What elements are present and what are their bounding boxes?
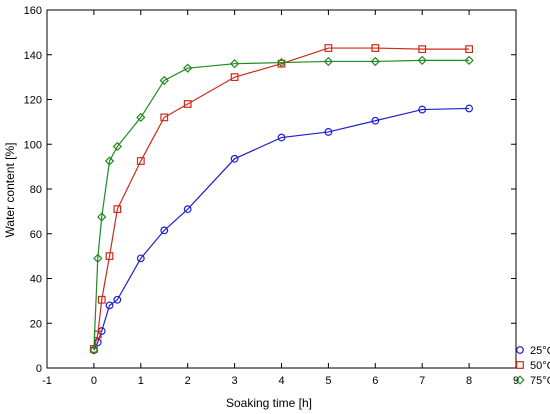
x-tick-label: 2 (185, 375, 191, 387)
y-tick-label: 60 (30, 229, 42, 241)
x-tick-label: 1 (138, 375, 144, 387)
y-tick-label: 0 (36, 363, 42, 375)
x-tick-label: 4 (278, 375, 284, 387)
series-square (89, 44, 473, 353)
data-point (370, 56, 380, 67)
data-point (230, 73, 239, 82)
data-point (105, 301, 114, 310)
data-point (418, 45, 427, 54)
data-point (277, 133, 286, 142)
data-point (418, 105, 427, 114)
series-diamond (89, 55, 474, 355)
data-point (464, 55, 474, 65)
legend: 25°C 50°C 75°C (515, 345, 550, 387)
legend-item: 25°C (516, 345, 550, 357)
x-tick-label: 0 (91, 375, 97, 387)
data-point (465, 104, 474, 113)
x-tick-label: 8 (466, 375, 472, 387)
y-tick-label: 20 (30, 318, 42, 330)
y-tick-label: 160 (24, 5, 42, 17)
legend-item: 75°C (515, 375, 550, 387)
data-point (113, 205, 122, 214)
legend-label: 50°C (530, 360, 550, 372)
data-point (324, 128, 333, 136)
data-point (112, 141, 122, 152)
series-line (93, 107, 470, 351)
data-point (323, 56, 334, 67)
x-tick-label: 3 (232, 375, 238, 387)
data-point (136, 157, 145, 165)
data-point (324, 44, 333, 52)
series-line (93, 47, 470, 350)
data-point (230, 154, 239, 163)
data-point (136, 112, 146, 123)
data-point (417, 55, 427, 65)
x-tick-label: 9 (513, 375, 519, 387)
data-point (465, 45, 473, 54)
data-point (89, 345, 99, 355)
y-tick-label: 120 (24, 95, 42, 107)
y-tick-label: 100 (24, 139, 42, 151)
data-point (160, 113, 169, 122)
legend-label: 25°C (530, 345, 550, 357)
data-point (97, 295, 106, 304)
legend-marker (516, 361, 524, 369)
data-point (276, 57, 287, 68)
y-tick-label: 140 (24, 50, 42, 62)
series-line (93, 59, 470, 351)
x-tick-label: 6 (372, 375, 378, 387)
x-axis-label: Soaking time [h] (226, 396, 312, 410)
data-point (113, 295, 122, 304)
data-point (371, 116, 380, 125)
data-point (371, 44, 380, 52)
data-point (104, 156, 115, 166)
legend-label: 75°C (530, 375, 550, 387)
x-tick-label: -1 (42, 375, 52, 387)
data-point (229, 59, 240, 69)
data-point (183, 63, 193, 73)
x-tick-label: 7 (419, 375, 425, 387)
data-point (160, 226, 169, 235)
data-point (183, 205, 192, 214)
data-point (159, 75, 169, 86)
data-point (136, 254, 145, 263)
legend-item: 50°C (516, 360, 550, 372)
data-point (105, 252, 114, 261)
y-tick-label: 40 (30, 274, 42, 286)
data-point (97, 212, 107, 222)
data-point (93, 253, 103, 264)
y-axis-label: Water content [%] (3, 143, 17, 238)
legend-marker (515, 375, 525, 385)
data-point (183, 100, 192, 108)
legend-marker (516, 346, 524, 354)
x-tick-label: 5 (325, 375, 331, 387)
y-tick-label: 80 (30, 184, 42, 196)
